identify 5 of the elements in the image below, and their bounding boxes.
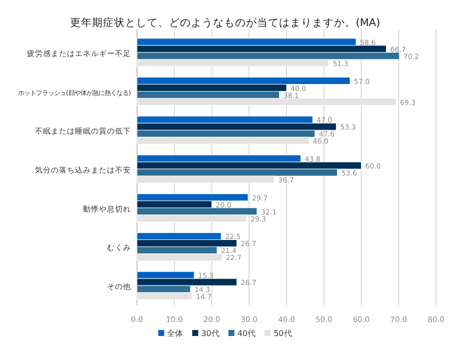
chart-title: 更年期症状として、どのようなものが当てはまりますか。(MA) (70, 16, 380, 29)
legend-label: 30代 (201, 329, 220, 338)
legend-label: 全体 (167, 329, 184, 338)
legend-label: 40代 (237, 329, 256, 338)
legend-label: 50代 (274, 329, 292, 338)
